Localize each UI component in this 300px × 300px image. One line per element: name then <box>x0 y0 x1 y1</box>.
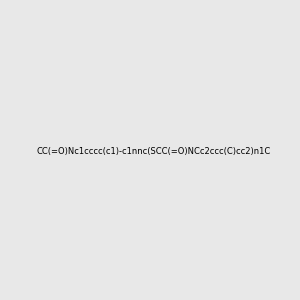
Text: CC(=O)Nc1cccc(c1)-c1nnc(SCC(=O)NCc2ccc(C)cc2)n1C: CC(=O)Nc1cccc(c1)-c1nnc(SCC(=O)NCc2ccc(C… <box>37 147 271 156</box>
